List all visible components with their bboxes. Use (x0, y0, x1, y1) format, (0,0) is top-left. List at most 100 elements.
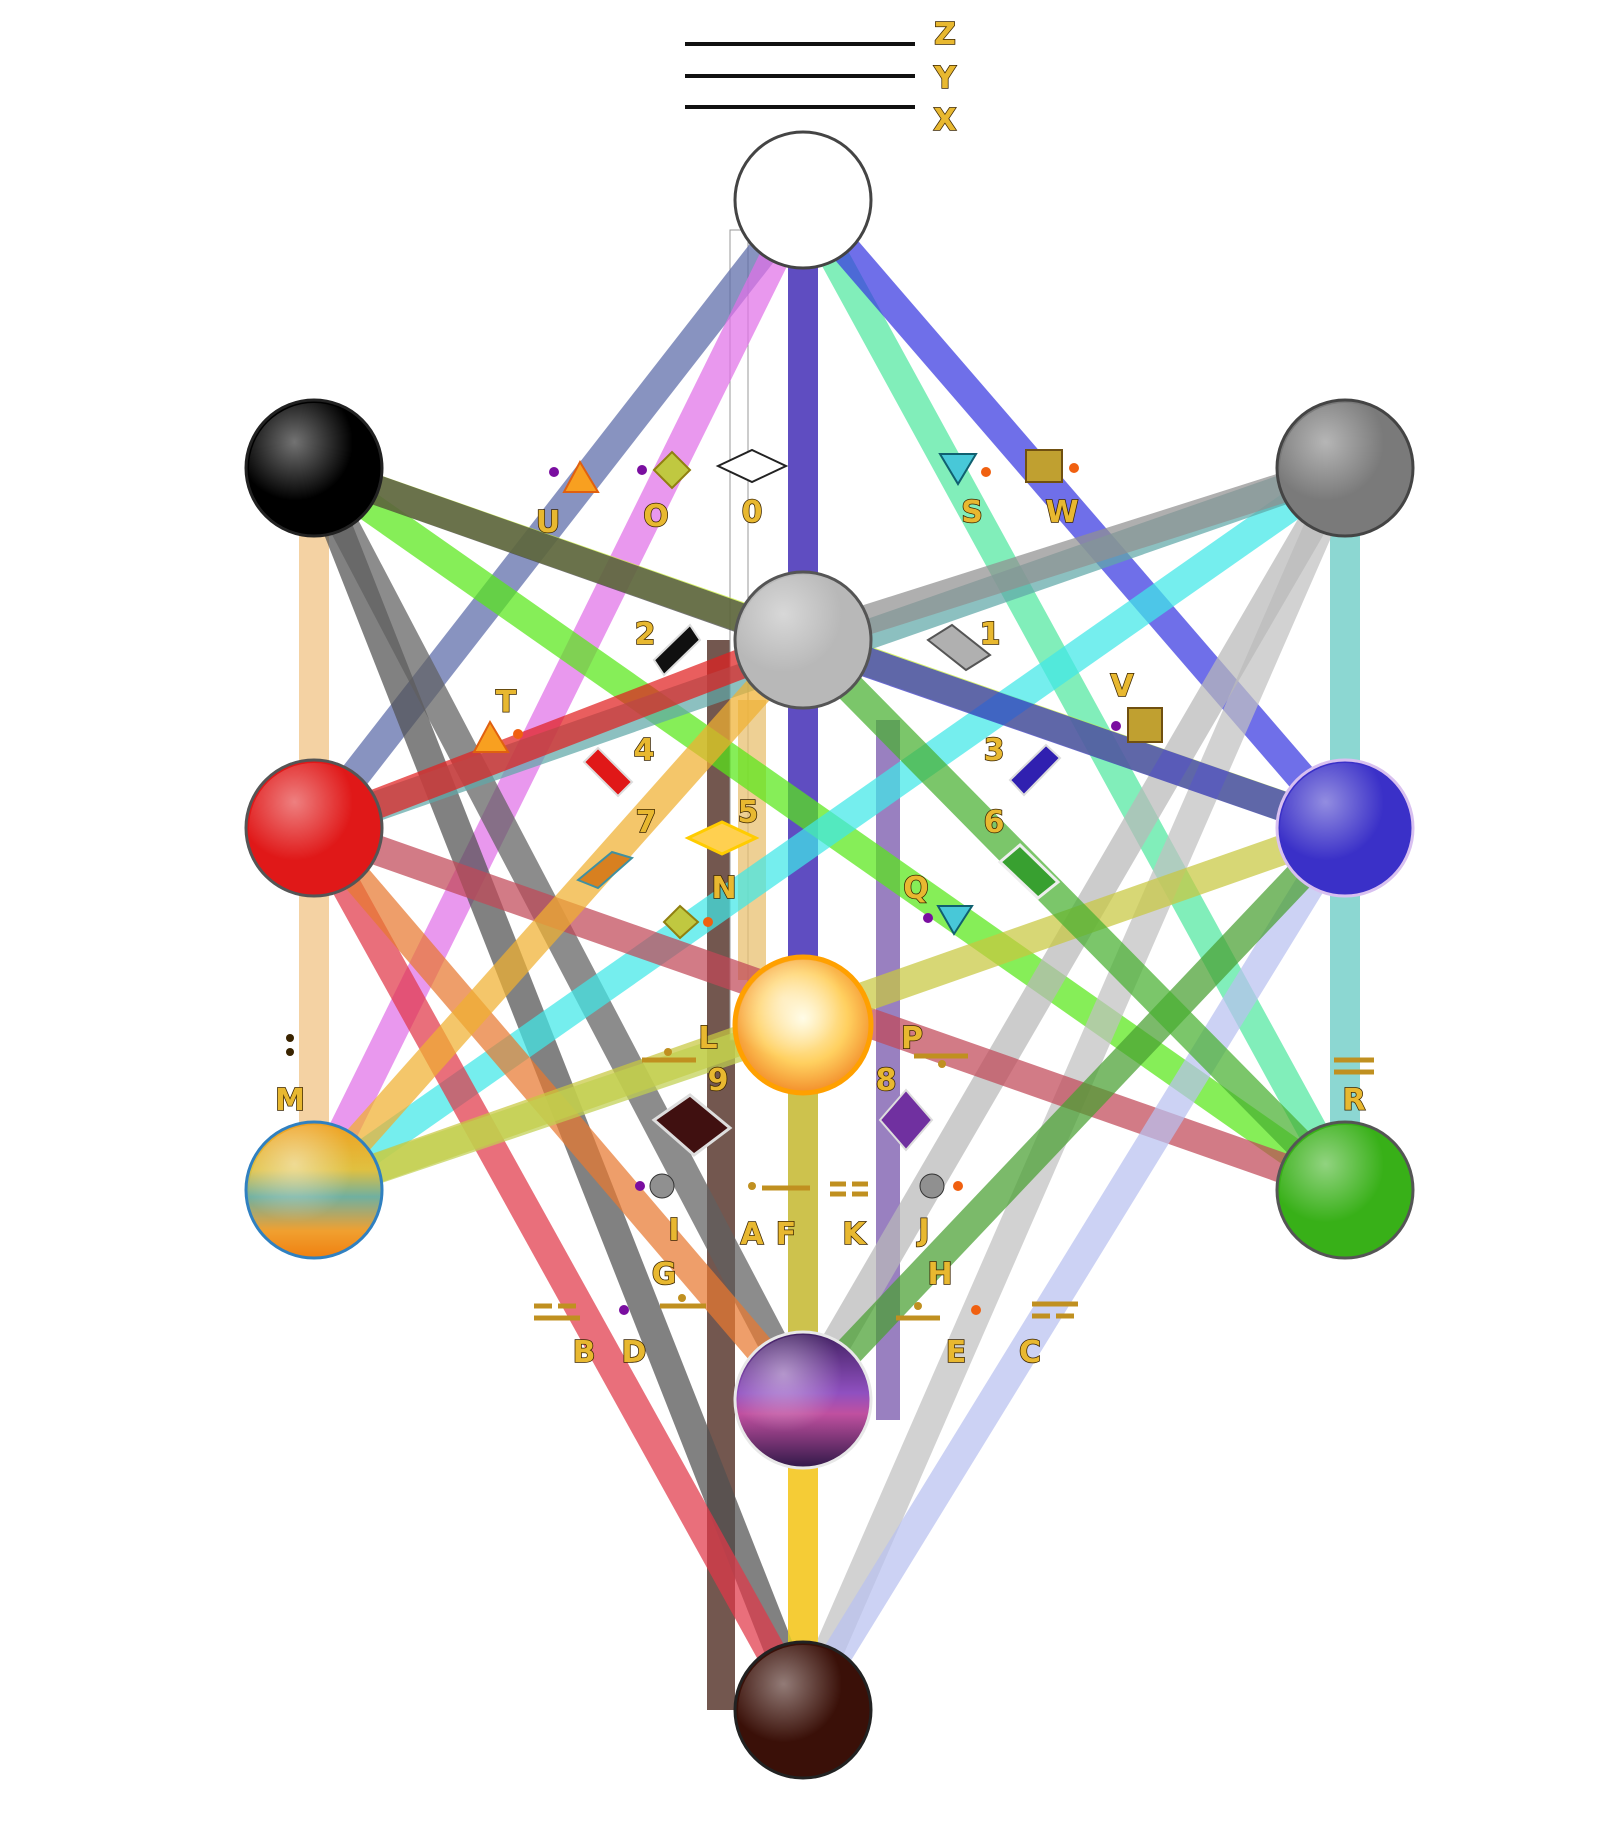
diamond-3: 3 (983, 732, 1062, 797)
node-shine-binah (249, 403, 379, 533)
symbol-l: L (642, 1020, 718, 1063)
svg-text:P: P (901, 1021, 923, 1056)
path-kether-geburah (302, 190, 815, 838)
symbol-c: C (1018, 1301, 1078, 1371)
node-shine-geburah (249, 763, 379, 893)
path-chesed-daath (798, 625, 1350, 843)
paths-layer (299, 190, 1360, 1718)
svg-text:7: 7 (636, 805, 657, 840)
node-chesed (1275, 758, 1415, 898)
svg-text:5: 5 (738, 795, 759, 830)
path-chokmah-daath (798, 453, 1350, 655)
node-shine-netzach (1280, 1125, 1410, 1255)
symbol-g: G (651, 1256, 706, 1309)
node-kether (733, 130, 873, 270)
node-shine-chokmah (1280, 403, 1410, 533)
svg-text:2: 2 (635, 617, 656, 652)
label-x: X (933, 103, 956, 138)
svg-text:0: 0 (742, 495, 763, 530)
svg-text:W: W (1045, 495, 1078, 530)
symbol-b: B (534, 1303, 596, 1371)
node-shine-daath (738, 575, 868, 705)
svg-text:T: T (496, 685, 517, 720)
svg-text:N: N (711, 871, 736, 906)
diamond-8: 8 (875, 1062, 934, 1152)
symbol-p: P (900, 1020, 968, 1068)
svg-text:A: A (740, 1217, 764, 1252)
path-kether-hod (300, 193, 817, 1197)
symbol-o: O (637, 450, 692, 535)
symbol-d: D (619, 1305, 647, 1371)
path-chokmah-hod (305, 455, 1354, 1203)
svg-text:F: F (776, 1217, 797, 1252)
svg-text:9: 9 (708, 1063, 729, 1098)
path-binah-daath (309, 453, 808, 655)
symbol-j: J (916, 1173, 963, 1249)
svg-text:8: 8 (876, 1063, 897, 1098)
svg-text:I: I (668, 1213, 679, 1248)
label-z: Z (934, 17, 956, 52)
nodes-layer (244, 130, 1415, 1780)
svg-text:Q: Q (903, 871, 929, 906)
symbol-w: W (1025, 449, 1079, 531)
symbol-s: S (938, 453, 991, 531)
symbol-q: Q (902, 870, 974, 936)
symbol-af: A F (740, 1182, 810, 1253)
svg-text:D: D (622, 1335, 647, 1370)
diamond-2: 2 (634, 616, 702, 677)
node-geburah (244, 758, 384, 898)
node-netzach (1275, 1120, 1415, 1260)
symbol-u: U (535, 459, 600, 541)
svg-text:O: O (643, 499, 669, 534)
svg-text:M: M (275, 1083, 305, 1118)
svg-text:B: B (573, 1335, 596, 1370)
node-shine-yesod (738, 1335, 868, 1465)
svg-text:C: C (1019, 1335, 1041, 1370)
node-hod (244, 1120, 384, 1260)
path-hod-tiphareth (309, 1010, 808, 1205)
svg-text:R: R (1342, 1083, 1365, 1118)
svg-text:3: 3 (984, 733, 1005, 768)
diamond-0: 0 (715, 448, 789, 531)
path-chesed-malkuth (790, 820, 1358, 1718)
diamond-7: 7 (576, 804, 657, 890)
svg-text:V: V (1110, 669, 1134, 704)
svg-text:K: K (842, 1217, 867, 1252)
node-malkuth (733, 1640, 873, 1780)
svg-text:1: 1 (980, 617, 1001, 652)
node-shine-hod (249, 1125, 379, 1255)
diamond-5: 5 (684, 794, 760, 856)
node-shine-chesed (1280, 763, 1410, 893)
svg-text:L: L (698, 1021, 717, 1056)
node-daath (733, 570, 873, 710)
node-chokmah (1275, 398, 1415, 538)
path-chesed-yesod (792, 817, 1356, 1411)
symbol-i: I (635, 1173, 680, 1249)
symbol-r: R (1334, 1057, 1374, 1119)
symbol-k: K (830, 1181, 874, 1253)
path-geburah-malkuth (300, 820, 817, 1718)
node-binah (244, 398, 384, 538)
svg-text:6: 6 (984, 805, 1005, 840)
diamond-4: 4 (582, 732, 655, 798)
path-netzach-daath (792, 629, 1356, 1201)
top-lines: Z Y X (685, 16, 958, 139)
path-kether-chesed (791, 190, 1357, 838)
svg-text:G: G (652, 1257, 677, 1292)
svg-text:J: J (916, 1213, 929, 1248)
svg-text:4: 4 (634, 733, 655, 768)
symbol-h: H (896, 1256, 953, 1321)
symbol-e: E (945, 1305, 981, 1371)
label-y: Y (933, 61, 957, 96)
node-tiphareth (732, 954, 874, 1096)
symbol-t: T (472, 684, 523, 753)
path-geburah-daath (308, 625, 809, 843)
symbol-n: N (662, 870, 737, 940)
numbered-diamonds: 0 1 2 3 4 5 6 7 (576, 448, 1062, 1157)
symbol-m: M (274, 1034, 306, 1119)
node-circle-kether (733, 130, 873, 270)
node-shine-malkuth (738, 1645, 868, 1775)
svg-text:H: H (927, 1257, 952, 1292)
node-yesod (733, 1330, 873, 1470)
